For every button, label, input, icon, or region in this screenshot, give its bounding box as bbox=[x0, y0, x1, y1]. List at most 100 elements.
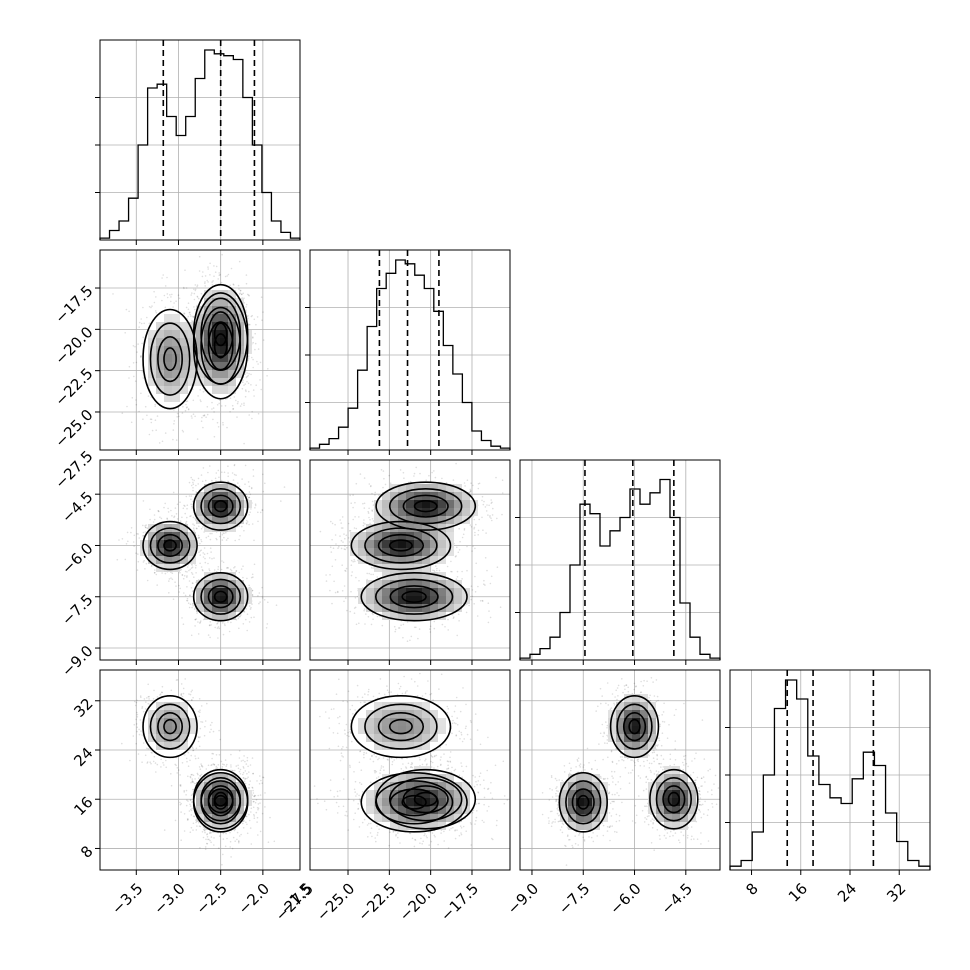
scatter-point bbox=[141, 371, 144, 373]
scatter-point bbox=[232, 407, 235, 410]
scatter-point bbox=[190, 498, 192, 501]
scatter-point bbox=[248, 373, 250, 375]
density-cell bbox=[212, 370, 220, 378]
scatter-point bbox=[140, 322, 143, 325]
scatter-point bbox=[350, 559, 353, 562]
scatter-point bbox=[441, 623, 444, 626]
scatter-point bbox=[362, 524, 365, 527]
scatter-point bbox=[217, 568, 219, 571]
panel-1-1 bbox=[305, 249, 511, 455]
scatter-point bbox=[478, 518, 481, 521]
scatter-point bbox=[243, 611, 246, 613]
scatter-point bbox=[257, 511, 259, 514]
scatter-point bbox=[216, 623, 218, 625]
scatter-point bbox=[171, 515, 173, 517]
scatter-point bbox=[187, 308, 190, 311]
scatter-point bbox=[331, 565, 334, 568]
scatter-point bbox=[142, 531, 145, 534]
scatter-point bbox=[174, 507, 177, 509]
density-cell bbox=[220, 346, 228, 354]
scatter-point bbox=[239, 289, 242, 292]
scatter-point bbox=[166, 276, 168, 279]
scatter-point bbox=[191, 292, 193, 294]
scatter-point bbox=[457, 551, 460, 554]
scatter-point bbox=[185, 495, 188, 498]
scatter-point bbox=[259, 601, 261, 603]
scatter-point bbox=[146, 527, 148, 530]
scatter-point bbox=[186, 586, 188, 588]
scatter-point bbox=[478, 482, 481, 485]
scatter-point bbox=[438, 569, 441, 572]
scatter-point bbox=[352, 560, 355, 563]
scatter-point bbox=[197, 537, 200, 539]
scatter-point bbox=[186, 504, 189, 507]
scatter-point bbox=[135, 399, 137, 401]
scatter-point bbox=[246, 495, 248, 498]
scatter-point bbox=[205, 416, 207, 419]
scatter-point bbox=[471, 595, 474, 598]
scatter-point bbox=[435, 565, 437, 567]
scatter-point bbox=[244, 483, 246, 486]
scatter-point bbox=[126, 531, 129, 534]
scatter-point bbox=[249, 323, 251, 326]
scatter-point bbox=[242, 576, 244, 579]
scatter-point bbox=[181, 412, 184, 414]
scatter-point bbox=[157, 510, 159, 512]
scatter-point bbox=[174, 581, 176, 583]
scatter-point bbox=[237, 617, 240, 620]
density-cell bbox=[236, 362, 244, 370]
panel-1-0 bbox=[95, 249, 301, 455]
scatter-point bbox=[219, 399, 221, 402]
scatter-point bbox=[475, 562, 478, 565]
scatter-point bbox=[215, 265, 218, 268]
scatter-point bbox=[148, 305, 151, 308]
scatter-point bbox=[370, 623, 373, 626]
scatter-point bbox=[367, 510, 370, 513]
contour-line bbox=[207, 321, 234, 371]
scatter-point bbox=[213, 265, 215, 267]
scatter-point bbox=[251, 314, 253, 317]
density-cell bbox=[188, 370, 196, 378]
scatter-point bbox=[142, 336, 144, 339]
scatter-point bbox=[214, 271, 217, 274]
scatter-point bbox=[496, 517, 498, 520]
scatter-point bbox=[216, 622, 219, 624]
scatter-point bbox=[186, 575, 188, 577]
scatter-point bbox=[134, 345, 136, 348]
scatter-point bbox=[190, 495, 193, 497]
scatter-point bbox=[190, 294, 192, 296]
scatter-point bbox=[254, 348, 256, 351]
scatter-point bbox=[233, 284, 235, 286]
scatter-point bbox=[190, 587, 193, 589]
scatter-point bbox=[191, 320, 193, 322]
scatter-point bbox=[192, 413, 195, 416]
scatter-point bbox=[470, 598, 473, 601]
density-cell bbox=[148, 346, 156, 354]
scatter-point bbox=[171, 293, 173, 296]
scatter-point bbox=[345, 567, 348, 570]
scatter-point bbox=[204, 561, 207, 564]
scatter-point bbox=[134, 380, 137, 383]
scatter-point bbox=[173, 302, 175, 304]
scatter-point bbox=[456, 634, 459, 637]
scatter-point bbox=[394, 630, 397, 633]
density-cell bbox=[172, 378, 180, 386]
scatter-point bbox=[209, 621, 212, 623]
scatter-point bbox=[199, 550, 201, 552]
scatter-point bbox=[250, 606, 252, 609]
scatter-point bbox=[257, 520, 259, 523]
scatter-point bbox=[250, 508, 252, 510]
scatter-point bbox=[489, 582, 492, 585]
density-cell bbox=[188, 362, 196, 370]
scatter-point bbox=[229, 411, 231, 413]
scatter-point bbox=[209, 274, 211, 276]
scatter-point bbox=[202, 467, 205, 469]
scatter-point bbox=[452, 617, 455, 619]
scatter-point bbox=[155, 429, 157, 432]
scatter-point bbox=[241, 478, 243, 480]
scatter-point bbox=[189, 594, 191, 597]
scatter-point bbox=[217, 469, 220, 472]
density-cell bbox=[196, 322, 204, 330]
scatter-point bbox=[247, 374, 249, 377]
scatter-point bbox=[200, 566, 203, 568]
